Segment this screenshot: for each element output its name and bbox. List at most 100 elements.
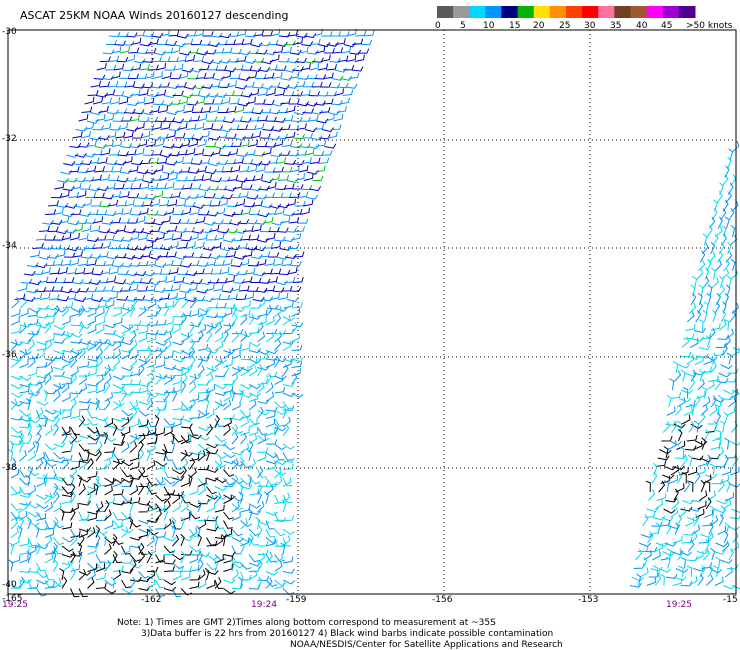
wind-barb	[163, 565, 175, 572]
wind-barb	[226, 80, 238, 88]
wind-barb	[639, 567, 649, 578]
wind-barb	[289, 286, 302, 292]
wind-barb	[214, 414, 220, 428]
wind-barb	[291, 344, 303, 351]
wind-barb	[155, 390, 168, 396]
wind-barb	[333, 113, 344, 122]
wind-barb	[718, 372, 731, 378]
wind-barb	[155, 347, 163, 360]
wind-barb	[162, 448, 167, 462]
wind-barb	[282, 568, 295, 574]
wind-barb	[240, 562, 252, 570]
wind-barb	[17, 283, 28, 292]
wind-barb	[666, 522, 672, 535]
wind-barb	[264, 491, 269, 504]
wind-barb	[701, 366, 712, 374]
wind-barb	[78, 500, 91, 506]
wind-barb	[156, 157, 168, 164]
wind-barb	[240, 313, 248, 326]
wind-barb	[163, 492, 171, 504]
wind-barb	[265, 359, 275, 368]
wind-barb	[252, 83, 264, 89]
wind-barb	[324, 143, 337, 149]
wind-barb	[138, 440, 144, 453]
wind-barb	[636, 573, 642, 586]
wind-barb	[224, 275, 235, 283]
wind-barb	[102, 75, 114, 81]
wind-barb	[253, 151, 266, 157]
wind-barb	[108, 292, 118, 300]
wind-barb	[110, 191, 122, 198]
wind-barb	[91, 297, 104, 303]
wind-barb	[231, 569, 240, 581]
wind-barb	[70, 508, 76, 521]
wind-barb	[223, 579, 236, 584]
wind-barb	[307, 115, 319, 122]
wind-barb	[78, 458, 92, 464]
wind-barb	[147, 91, 159, 98]
wind-barb	[156, 275, 168, 283]
wind-barb	[125, 149, 137, 156]
wind-barb	[709, 405, 718, 416]
wind-barb	[697, 573, 704, 586]
wind-barb	[187, 474, 193, 487]
wind-barb	[142, 57, 154, 63]
wind-barb	[223, 359, 233, 368]
wind-barb	[355, 30, 367, 37]
wind-barb	[211, 241, 222, 249]
wind-barb	[176, 176, 188, 182]
time-label: 19:25	[2, 600, 28, 610]
wind-barb	[291, 357, 304, 363]
wind-barb	[233, 38, 245, 45]
wind-barb	[112, 401, 126, 407]
wind-barb	[160, 101, 174, 107]
wind-barb	[257, 559, 263, 572]
wind-barb	[112, 308, 122, 317]
wind-barb	[206, 323, 219, 329]
wind-barb	[306, 49, 319, 55]
wind-barb	[726, 352, 732, 365]
wind-barb	[214, 534, 227, 540]
wind-barb	[102, 166, 114, 173]
wind-barb	[162, 285, 174, 292]
wind-barb	[706, 574, 714, 586]
wind-barb	[204, 567, 210, 581]
wind-barb	[240, 432, 248, 445]
wind-barb	[139, 41, 152, 47]
wind-barb	[87, 324, 97, 334]
wind-barb	[715, 542, 728, 548]
wind-barb	[172, 340, 185, 346]
wind-barb	[648, 489, 656, 501]
wind-barb	[232, 307, 245, 313]
wind-barb	[146, 346, 153, 360]
wind-barb	[121, 416, 130, 428]
wind-barb	[257, 317, 267, 326]
wind-barb	[53, 537, 65, 546]
wind-barb	[723, 411, 729, 425]
wind-barb	[240, 343, 251, 351]
wind-barb	[189, 208, 200, 215]
wind-barb	[61, 561, 71, 572]
lat-label: -30	[2, 27, 17, 37]
wind-barb	[109, 97, 121, 105]
wind-barb	[150, 174, 162, 181]
wind-barb	[696, 353, 709, 359]
wind-barb	[235, 55, 247, 62]
wind-barb	[87, 491, 92, 504]
wind-barb	[688, 420, 695, 433]
wind-barb	[112, 333, 126, 339]
wind-barb	[147, 210, 159, 216]
wind-barb	[38, 254, 51, 260]
wind-barb	[78, 529, 88, 538]
wind-barb	[44, 493, 58, 499]
wind-barb	[131, 254, 144, 260]
wind-barb	[266, 64, 278, 71]
wind-barb	[278, 292, 289, 300]
wind-barb	[716, 499, 729, 505]
wind-barb	[125, 32, 138, 38]
wind-barb	[27, 389, 34, 402]
wind-barb	[37, 276, 49, 283]
wind-barb	[78, 534, 85, 547]
wind-barb	[666, 394, 672, 408]
wind-barb	[683, 406, 693, 416]
